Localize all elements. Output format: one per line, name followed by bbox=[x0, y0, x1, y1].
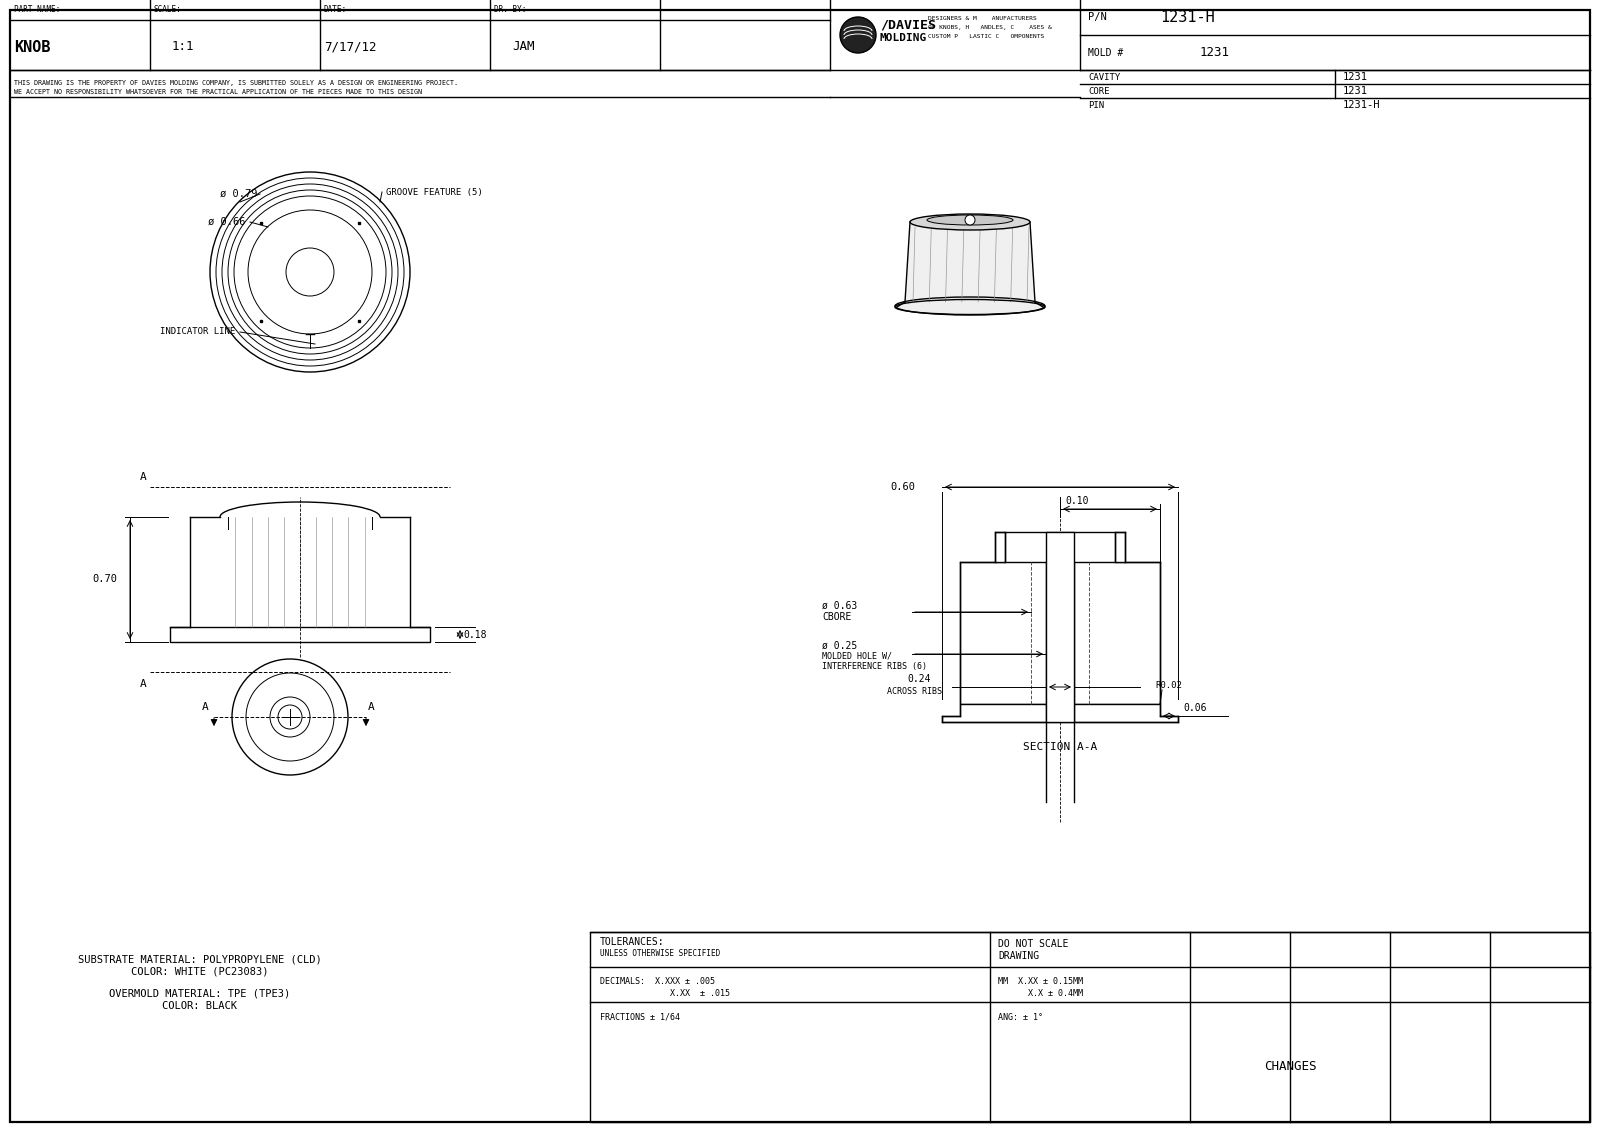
Text: MOLD #: MOLD # bbox=[1088, 48, 1123, 58]
Text: 1231-H: 1231-H bbox=[1160, 9, 1214, 25]
Bar bbox=[1046, 532, 1074, 722]
Text: DESIGNERS & M    ANUFACTURERS: DESIGNERS & M ANUFACTURERS bbox=[928, 17, 1037, 22]
Circle shape bbox=[840, 17, 877, 53]
Text: MM  X.XX ± 0.15MM: MM X.XX ± 0.15MM bbox=[998, 978, 1083, 986]
Text: A: A bbox=[202, 702, 208, 712]
Polygon shape bbox=[942, 704, 1046, 722]
Text: 1231-H: 1231-H bbox=[1342, 100, 1381, 110]
Text: DECIMALS:  X.XXX ± .005: DECIMALS: X.XXX ± .005 bbox=[600, 978, 715, 986]
Polygon shape bbox=[906, 222, 1035, 302]
Text: X.X ± 0.4MM: X.X ± 0.4MM bbox=[998, 989, 1083, 998]
Text: SECTION A-A: SECTION A-A bbox=[1022, 741, 1098, 752]
Circle shape bbox=[965, 215, 974, 225]
Text: ø 0.63: ø 0.63 bbox=[822, 601, 858, 611]
Text: 1:1: 1:1 bbox=[173, 41, 195, 53]
Text: DO NOT SCALE: DO NOT SCALE bbox=[998, 940, 1069, 949]
Text: INDICATOR LINE: INDICATOR LINE bbox=[160, 327, 235, 336]
Text: CBORE: CBORE bbox=[822, 612, 851, 621]
Text: 0.06: 0.06 bbox=[1182, 703, 1206, 713]
Text: 7/17/12: 7/17/12 bbox=[323, 41, 376, 53]
Text: SCALE:: SCALE: bbox=[154, 6, 182, 15]
Text: THIS DRAWING IS THE PROPERTY OF DAVIES MOLDING COMPANY, IS SUBMITTED SOLELY AS A: THIS DRAWING IS THE PROPERTY OF DAVIES M… bbox=[14, 80, 458, 86]
Text: CHANGES: CHANGES bbox=[1264, 1061, 1317, 1073]
Text: ø 0.25: ø 0.25 bbox=[822, 641, 858, 651]
Text: MOLDING: MOLDING bbox=[880, 33, 928, 43]
Polygon shape bbox=[1074, 704, 1178, 722]
Text: P/N: P/N bbox=[1088, 12, 1107, 22]
Text: R0.02: R0.02 bbox=[1155, 681, 1182, 691]
Text: WE ACCEPT NO RESPONSIBILITY WHATSOEVER FOR THE PRACTICAL APPLICATION OF THE PIEC: WE ACCEPT NO RESPONSIBILITY WHATSOEVER F… bbox=[14, 89, 422, 95]
Text: GROOVE FEATURE (5): GROOVE FEATURE (5) bbox=[386, 188, 483, 197]
Text: X.XX  ± .015: X.XX ± .015 bbox=[600, 989, 730, 998]
Text: ACROSS RIBS: ACROSS RIBS bbox=[886, 686, 942, 695]
Text: SUBSTRATE MATERIAL: POLYPROPYLENE (CLD): SUBSTRATE MATERIAL: POLYPROPYLENE (CLD) bbox=[78, 955, 322, 964]
Text: UNLESS OTHERWISE SPECIFIED: UNLESS OTHERWISE SPECIFIED bbox=[600, 949, 720, 958]
Text: CORE: CORE bbox=[1088, 86, 1109, 95]
Polygon shape bbox=[960, 561, 1046, 704]
Bar bbox=[170, 627, 430, 642]
Text: ø 0.79: ø 0.79 bbox=[221, 189, 258, 199]
Text: FRACTIONS ± 1/64: FRACTIONS ± 1/64 bbox=[600, 1012, 680, 1021]
Text: 0.60: 0.60 bbox=[890, 482, 915, 492]
Text: 0.18: 0.18 bbox=[462, 629, 486, 640]
Text: A: A bbox=[368, 702, 374, 712]
Polygon shape bbox=[995, 532, 1005, 561]
Text: CUSTOM P   LASTIC C   OMPONENTS: CUSTOM P LASTIC C OMPONENTS bbox=[928, 34, 1045, 40]
Ellipse shape bbox=[910, 214, 1030, 230]
Ellipse shape bbox=[894, 297, 1045, 315]
Text: TOLERANCES:: TOLERANCES: bbox=[600, 937, 664, 947]
Text: DRAWING: DRAWING bbox=[998, 951, 1038, 961]
Text: PIN: PIN bbox=[1088, 101, 1104, 110]
Text: PART NAME:: PART NAME: bbox=[14, 6, 61, 15]
Text: 1231: 1231 bbox=[1342, 86, 1368, 96]
Text: INTERFERENCE RIBS (6): INTERFERENCE RIBS (6) bbox=[822, 661, 926, 670]
Text: COLOR: WHITE (PC23083): COLOR: WHITE (PC23083) bbox=[131, 967, 269, 977]
Text: 1231: 1231 bbox=[1200, 46, 1230, 60]
Text: 0.70: 0.70 bbox=[93, 575, 117, 584]
Text: /DAVIES: /DAVIES bbox=[880, 18, 936, 32]
Text: A: A bbox=[141, 472, 147, 482]
Text: A: A bbox=[141, 679, 147, 689]
Text: OF KNOBS, H   ANDLES, C    ASES &: OF KNOBS, H ANDLES, C ASES & bbox=[928, 26, 1051, 31]
Text: 1231: 1231 bbox=[1342, 72, 1368, 82]
Text: DATE:: DATE: bbox=[323, 6, 347, 15]
Text: ø 0.66: ø 0.66 bbox=[208, 217, 245, 228]
Text: 0.24: 0.24 bbox=[907, 674, 931, 684]
Text: KNOB: KNOB bbox=[14, 40, 51, 54]
Bar bbox=[590, 932, 1590, 1122]
Text: MOLDED HOLE W/: MOLDED HOLE W/ bbox=[822, 652, 893, 660]
Text: CAVITY: CAVITY bbox=[1088, 72, 1120, 82]
Polygon shape bbox=[1074, 561, 1160, 704]
Text: DR. BY:: DR. BY: bbox=[494, 6, 526, 15]
Text: ANG: ± 1°: ANG: ± 1° bbox=[998, 1012, 1043, 1021]
Text: 0.10: 0.10 bbox=[1066, 496, 1088, 506]
Text: JAM: JAM bbox=[512, 41, 534, 53]
Text: COLOR: BLACK: COLOR: BLACK bbox=[163, 1001, 237, 1011]
Ellipse shape bbox=[926, 215, 1013, 225]
Text: OVERMOLD MATERIAL: TPE (TPE3): OVERMOLD MATERIAL: TPE (TPE3) bbox=[109, 989, 291, 1000]
Polygon shape bbox=[1115, 532, 1125, 561]
